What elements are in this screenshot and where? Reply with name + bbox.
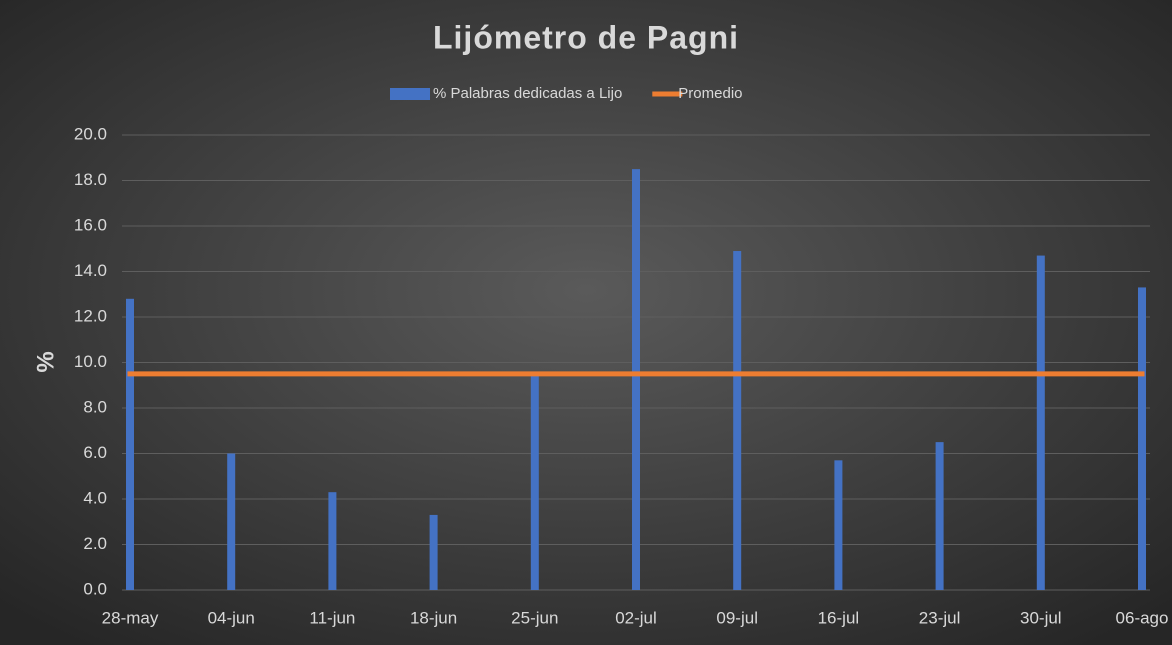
legend-label: Promedio xyxy=(678,85,742,102)
y-tick-label: 18.0 xyxy=(74,170,107,189)
y-tick-label: 14.0 xyxy=(74,261,107,280)
bar xyxy=(1036,255,1045,590)
bar xyxy=(834,460,843,590)
bar xyxy=(126,298,134,590)
x-tick-label: 23-jul xyxy=(919,608,961,627)
x-tick-label: 18-jun xyxy=(410,608,457,627)
x-tick-label: 06-ago xyxy=(1116,608,1169,627)
chart-title: Lijómetro de Pagni xyxy=(433,19,739,55)
x-tick-label: 28-may xyxy=(102,608,159,627)
y-tick-label: 0.0 xyxy=(83,579,107,598)
x-tick-label: 25-jun xyxy=(511,608,558,627)
bar xyxy=(429,514,438,590)
y-tick-label: 16.0 xyxy=(74,215,107,234)
bar xyxy=(1138,287,1146,590)
y-tick-label: 2.0 xyxy=(83,534,107,553)
bar xyxy=(935,442,944,590)
bar xyxy=(227,453,236,590)
y-tick-label: 10.0 xyxy=(74,352,107,371)
x-tick-label: 09-jul xyxy=(716,608,758,627)
x-tick-label: 16-jul xyxy=(818,608,860,627)
legend-swatch xyxy=(390,88,430,100)
y-tick-label: 20.0 xyxy=(74,124,107,143)
bar xyxy=(328,492,337,590)
bar xyxy=(733,251,742,590)
y-tick-label: 6.0 xyxy=(83,443,107,462)
y-tick-label: 4.0 xyxy=(83,488,107,507)
x-tick-label: 30-jul xyxy=(1020,608,1062,627)
y-tick-label: 12.0 xyxy=(74,306,107,325)
bar xyxy=(632,169,640,590)
legend-label: % Palabras dedicadas a Lijo xyxy=(433,85,622,102)
x-tick-label: 04-jun xyxy=(208,608,255,627)
y-axis-title: % xyxy=(32,351,59,372)
x-tick-label: 02-jul xyxy=(615,608,657,627)
bar xyxy=(530,373,539,590)
x-tick-label: 11-jun xyxy=(309,608,355,627)
y-tick-label: 8.0 xyxy=(83,397,107,416)
